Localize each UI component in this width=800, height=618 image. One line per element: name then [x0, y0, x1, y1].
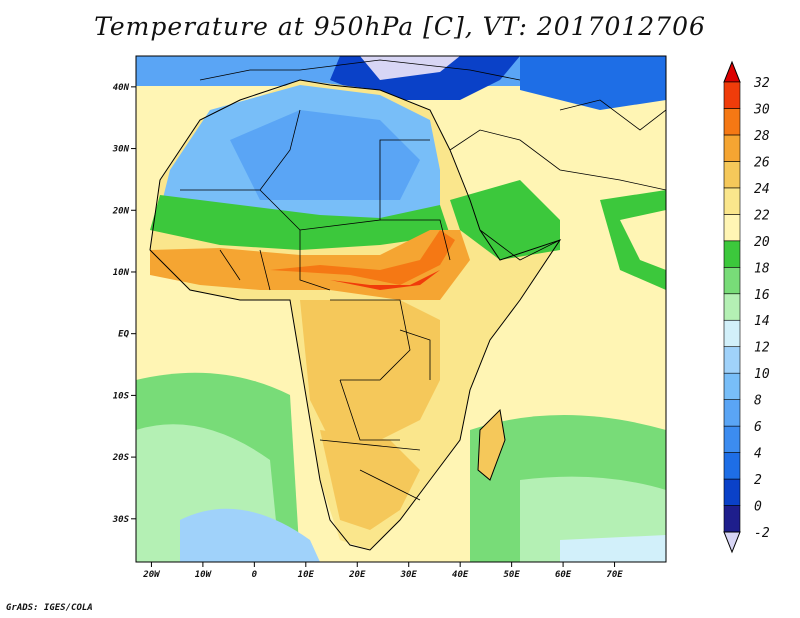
y-tick-label: EQ [118, 330, 129, 340]
sahara-cold-core [230, 110, 420, 200]
y-tick-label: 30N [112, 145, 130, 155]
colorbar-label: 20 [754, 235, 770, 250]
central-africa-warm [300, 300, 440, 440]
colorbar-bin [723, 372, 741, 400]
colorbar-label: 2 [754, 473, 762, 488]
y-tick-label: 30S [112, 515, 130, 525]
x-tick-label: 30E [400, 570, 418, 580]
madagascar-outline [477, 408, 506, 481]
plot-frame [135, 55, 667, 563]
colorbar-min-arrow [723, 531, 741, 554]
y-tick-label: 40N [113, 83, 130, 93]
colorbar-label: 32 [753, 76, 770, 91]
colorbar-bin [723, 346, 741, 374]
sahel-north-green [150, 195, 450, 250]
colorbar-bin [723, 266, 741, 295]
colorbar-bin [723, 81, 741, 109]
x-tick-label: 20E [348, 570, 366, 580]
colorbar-bin [723, 425, 741, 453]
india-warm [620, 210, 666, 270]
country-borders [180, 109, 451, 501]
colorbar-bin [723, 134, 741, 162]
y-tick-label: 20N [112, 206, 130, 216]
x-tick-label: 60E [555, 570, 572, 580]
colorbar-label: 16 [754, 288, 770, 303]
colorbar-label: 28 [754, 129, 770, 144]
arabia-green [450, 180, 560, 260]
colorbar-max-arrow [723, 60, 741, 83]
chart-title: Temperature at 950hPa [C], VT: 201701270… [94, 12, 706, 41]
colorbar-bin [723, 399, 741, 427]
colorbar-bin [723, 452, 741, 480]
colorbar-bin [723, 293, 741, 321]
colorbar-label: 18 [754, 261, 770, 276]
below-minus2-area [360, 56, 460, 80]
colorbar-bin [723, 319, 741, 348]
colorbar-label: 22 [754, 208, 770, 223]
colorbar-label: 10 [754, 367, 770, 382]
colorbar-bin [723, 214, 741, 242]
middle-east-cold [520, 56, 666, 110]
southern-africa-warm [320, 430, 420, 530]
colorbar-label: 4 [754, 447, 762, 462]
colorbar-bin [723, 240, 741, 268]
colorbar-label: -2 [754, 526, 770, 541]
x-tick-label: 10E [298, 570, 315, 580]
colorbar-bin [723, 161, 741, 189]
africa-coastline [149, 79, 562, 551]
y-tick-label: 20S [112, 453, 130, 463]
colorbar-bin [723, 108, 741, 136]
asia-coast-borders [199, 59, 666, 261]
y-tick-label: 10S [113, 391, 130, 401]
credit-text: GrADS: IGES/COLA [6, 603, 93, 613]
south-atlantic-cool [180, 508, 320, 562]
colorbar-label: 6 [754, 420, 762, 435]
axis-ticks: 20W 10W 0 10E 20E 30E 40E 50E 60E 70E 40N 30N 20N 10N… [112, 83, 624, 580]
colorbar-label: 12 [754, 341, 770, 356]
indian-ocean-coolest [560, 535, 666, 562]
colorbar-bin [723, 505, 741, 533]
map-plot-area [136, 56, 666, 562]
x-tick-label: 10W [195, 570, 213, 580]
x-tick-label: 50E [503, 570, 520, 580]
colorbar-label: 30 [753, 102, 770, 117]
colorbar-label: 8 [754, 394, 762, 409]
colorbar-label: 26 [754, 155, 770, 170]
x-tick-label: 20W [142, 570, 161, 580]
x-tick-label: 70E [606, 570, 623, 580]
y-tick-label: 10N [113, 268, 130, 278]
colorbar-label: 14 [754, 314, 770, 329]
sahel-very-hot [270, 230, 455, 285]
colorbar-label: 24 [754, 182, 770, 197]
colorbar-label: 0 [754, 500, 762, 515]
x-tick-label: 40E [452, 570, 469, 580]
x-tick-label: 0 [252, 570, 258, 580]
colorbar-bin [723, 187, 741, 215]
colorbar-bin [723, 478, 741, 506]
sahel-hottest [330, 270, 440, 290]
